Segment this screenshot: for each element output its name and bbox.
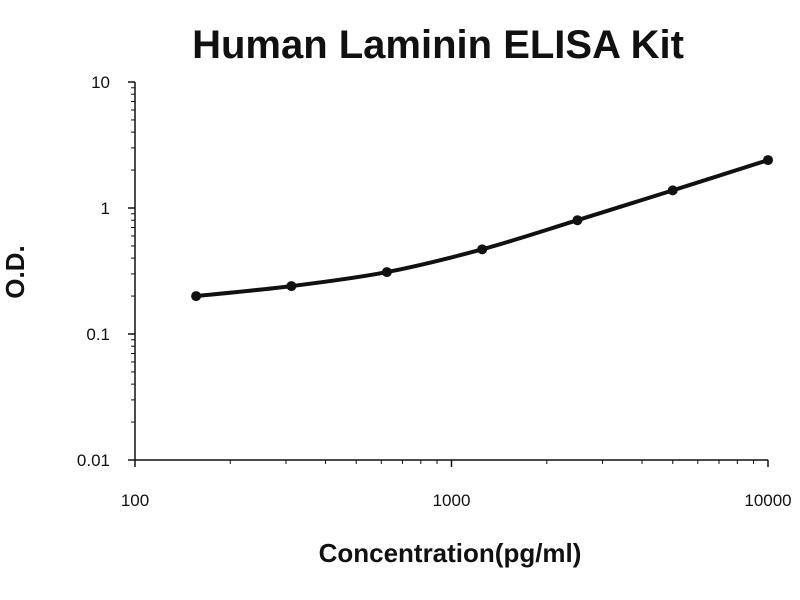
data-point	[763, 155, 773, 166]
x-axis-title: Concentration(pg/ml)	[319, 538, 582, 568]
data-point	[572, 215, 583, 226]
data-point	[667, 185, 678, 196]
y-axis-title: O.D.	[0, 245, 30, 298]
y-tick-label-10: 10	[91, 73, 110, 92]
data-point	[286, 281, 297, 292]
x-tick-label-1000: 1000	[433, 491, 471, 510]
y-axis-ticks	[128, 81, 135, 461]
y-tick-label-0.1: 0.1	[86, 325, 110, 344]
series-line	[194, 158, 770, 299]
x-axis-ticks	[134, 460, 769, 467]
y-tick-label-1: 1	[101, 199, 110, 218]
plot-axes	[134, 82, 768, 461]
y-tick-label-0.01: 0.01	[77, 451, 110, 470]
x-tick-label-100: 100	[121, 491, 149, 510]
x-tick-label-10000: 10000	[744, 491, 791, 510]
data-point	[477, 244, 488, 255]
data-point	[381, 267, 392, 278]
chart-title: Human Laminin ELISA Kit	[192, 23, 684, 67]
data-point	[191, 291, 202, 302]
data-points	[191, 155, 773, 302]
